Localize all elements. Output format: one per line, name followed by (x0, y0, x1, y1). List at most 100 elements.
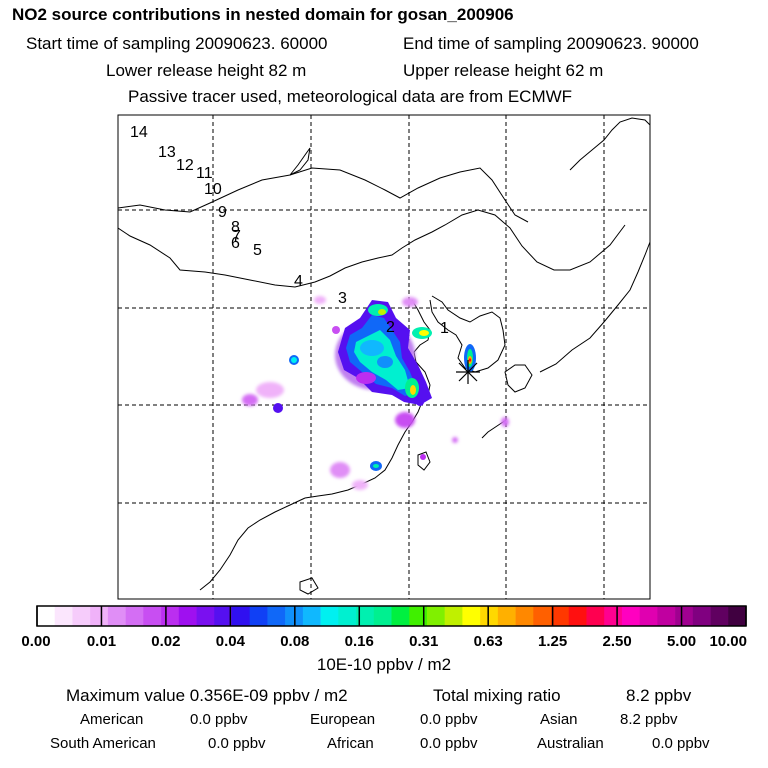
region-asian-value: 8.2 ppbv (620, 711, 678, 728)
region-australian-label: Australian (537, 735, 604, 752)
traj-label-11: 11 (196, 165, 213, 182)
colorbar-cell (37, 606, 56, 626)
colorbar-cell (356, 606, 375, 626)
colorbar-cell (373, 606, 392, 626)
colorbar-cell (426, 606, 445, 626)
colorbar-tick-label: 0.63 (474, 633, 503, 650)
traj-label-4: 4 (294, 273, 303, 290)
colorbar: 0.00 0.01 0.02 0.04 0.08 0.16 0.31 0.63 1.25 2.50… (21, 605, 747, 650)
region-asian-label: Asian (540, 711, 578, 728)
colorbar-cell (267, 606, 286, 626)
traj-label-1: 1 (440, 320, 449, 337)
region-african-value: 0.0 ppbv (420, 735, 478, 752)
colorbar-cell (214, 606, 233, 626)
upper-release-height: Upper release height 62 m (403, 61, 604, 80)
region-australian-value: 0.0 ppbv (652, 735, 710, 752)
colorbar-cell (125, 606, 144, 626)
map-frame (117, 114, 651, 600)
start-time: Start time of sampling 20090623. 60000 (26, 34, 328, 53)
colorbar-cell (533, 606, 552, 626)
colorbar-tick-label: 0.31 (409, 633, 438, 650)
colorbar-cell (692, 606, 711, 626)
region-south-american-value: 0.0 ppbv (208, 735, 266, 752)
traj-label-3: 3 (338, 290, 347, 307)
colorbar-cell (728, 606, 747, 626)
emission-field (242, 296, 509, 490)
region-european-label: European (310, 711, 376, 728)
traj-label-7: 7 (232, 228, 241, 245)
colorbar-cell (90, 606, 109, 626)
traj-label-12: 12 (176, 157, 194, 174)
colorbar-tick-label: 0.04 (216, 633, 246, 650)
chart-title: NO2 source contributions in nested domai… (12, 5, 514, 24)
region-american-label: American (80, 711, 144, 728)
colorbar-cell (444, 606, 463, 626)
colorbar-cell (338, 606, 357, 626)
colorbar-cell (107, 606, 126, 626)
traj-label-13: 13 (158, 144, 176, 161)
colorbar-cell (675, 606, 694, 626)
receptor-marker-icon (456, 360, 480, 384)
colorbar-cell (161, 606, 180, 626)
colorbar-cell (249, 606, 268, 626)
japan-honshu (539, 241, 650, 373)
colorbar-tick-labels: 0.00 0.01 0.02 0.04 0.08 0.16 0.31 0.63 1.25 2.50… (21, 633, 747, 650)
colorbar-cell (462, 606, 481, 626)
map-plot: 1 2 3 4 5 6 7 8 9 10 11 12 13 14 (117, 114, 651, 600)
korea-coast (429, 295, 506, 373)
hainan (299, 577, 319, 595)
total-mixing-ratio-value: 8.2 ppbv (626, 686, 692, 705)
colorbar-cell (586, 606, 605, 626)
colorbar-cell (657, 606, 676, 626)
colorbar-tick-label: 0.00 (21, 633, 50, 650)
colorbar-tick-label: 0.01 (87, 633, 116, 650)
colorbar-tick-label: 1.25 (538, 633, 567, 650)
lower-release-height: Lower release height 82 m (106, 61, 307, 80)
region-american-value: 0.0 ppbv (190, 711, 248, 728)
colorbar-cell (568, 606, 587, 626)
colorbar-tick-label: 10.00 (709, 633, 747, 650)
china-north-border (118, 209, 626, 288)
colorbar-tick-label: 0.16 (345, 633, 374, 650)
colorbar-cell (480, 606, 499, 626)
colorbar-cell (178, 606, 197, 626)
region-african-label: African (327, 735, 374, 752)
colorbar-cell (143, 606, 162, 626)
colorbar-tick-label: 2.50 (602, 633, 631, 650)
traj-label-9: 9 (218, 204, 227, 221)
total-mixing-ratio-label: Total mixing ratio (433, 686, 561, 705)
colorbar-cell (604, 606, 623, 626)
colorbar-tick-label: 5.00 (667, 633, 696, 650)
trajectory-labels: 1 2 3 4 5 6 7 8 9 10 11 12 13 14 (130, 124, 449, 337)
colorbar-cell (54, 606, 73, 626)
maximum-value: Maximum value 0.356E-09 ppbv / m2 (66, 686, 348, 705)
colorbar-cell (196, 606, 215, 626)
colorbar-cell (515, 606, 534, 626)
colorbar-tick-label: 0.02 (151, 633, 180, 650)
colorbar-cells (36, 605, 747, 627)
colorbar-cell (497, 606, 516, 626)
colorbar-cell (72, 606, 91, 626)
baikal (289, 147, 311, 176)
sakhalin (569, 117, 650, 171)
colorbar-tick-label: 0.08 (280, 633, 309, 650)
colorbar-cell (302, 606, 321, 626)
traj-label-10: 10 (204, 181, 222, 198)
colorbar-cell (639, 606, 658, 626)
taiwan (417, 451, 431, 471)
colorbar-cell (391, 606, 410, 626)
colorbar-cell (551, 606, 570, 626)
traj-label-14: 14 (130, 124, 148, 141)
traj-label-2: 2 (386, 319, 395, 336)
traj-label-5: 5 (253, 242, 262, 259)
colorbar-cell (231, 606, 251, 626)
colorbar-cell (621, 606, 640, 626)
colorbar-units: 10E-10 ppbv / m2 (316, 655, 452, 674)
japan-kyushu (504, 364, 533, 393)
colorbar-cell (409, 606, 428, 626)
region-south-american-label: South American (50, 735, 156, 752)
colorbar-cell (710, 606, 729, 626)
region-european-value: 0.0 ppbv (420, 711, 478, 728)
traj-label-8: 8 (231, 219, 240, 236)
tracer-note: Passive tracer used, meteorological data… (128, 87, 573, 106)
